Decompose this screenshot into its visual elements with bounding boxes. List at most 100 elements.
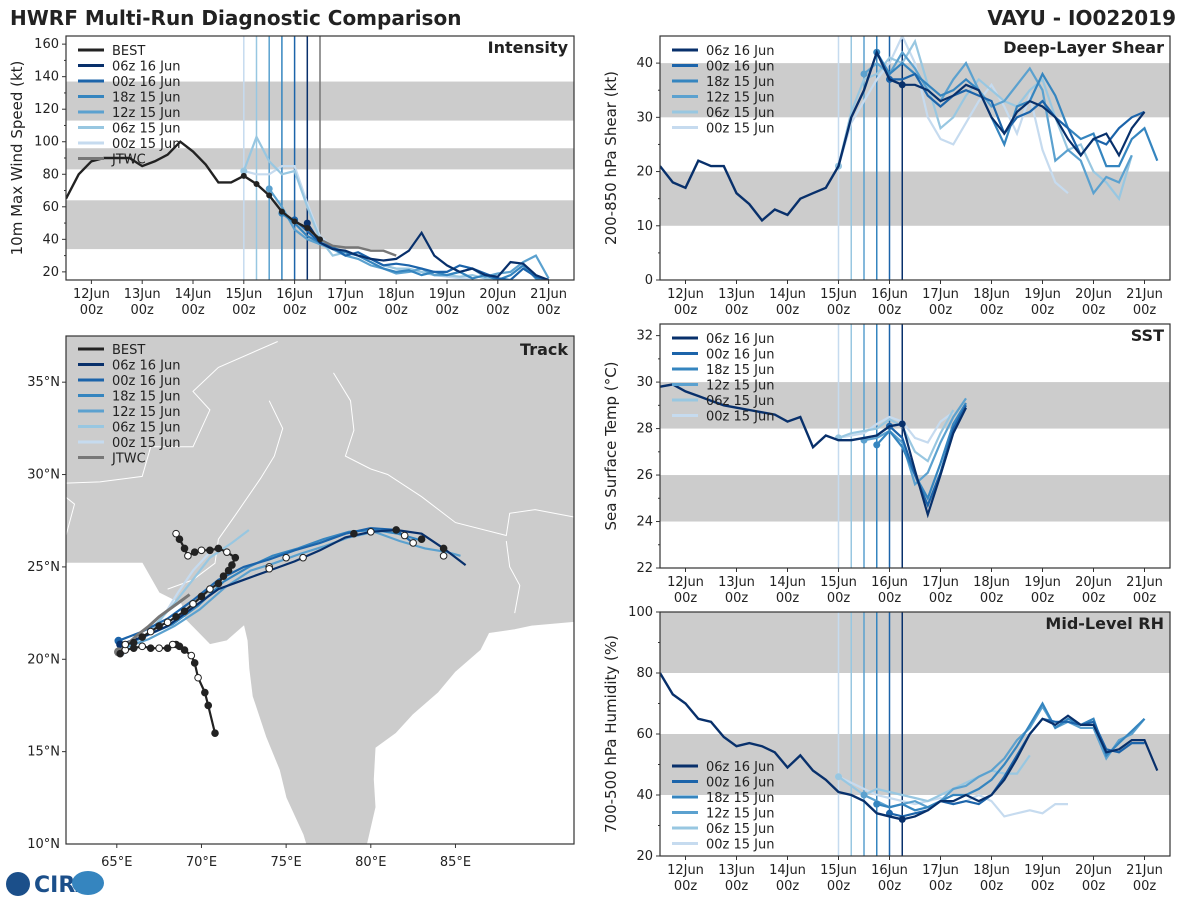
x-tick-hour: 00z bbox=[80, 303, 104, 318]
best-track-line bbox=[660, 672, 903, 821]
legend-label: 00z 16 Jun bbox=[112, 374, 181, 389]
y-tick-label: 28 bbox=[636, 422, 653, 437]
panel-title: Intensity bbox=[488, 38, 569, 57]
x-tick-hour: 00z bbox=[878, 591, 902, 606]
x-tick-hour: 00z bbox=[1031, 591, 1055, 606]
x-tick-hour: 00z bbox=[980, 303, 1004, 318]
x-tick-hour: 00z bbox=[776, 591, 800, 606]
x-tick-date: 16Jun bbox=[276, 287, 313, 302]
x-tick-date: 19Jun bbox=[1024, 863, 1061, 878]
shaded-band bbox=[660, 382, 1170, 429]
best-track-point bbox=[163, 618, 172, 627]
y-tick-label: 40 bbox=[42, 232, 59, 247]
run-track-2 bbox=[121, 528, 424, 648]
panel-title: Track bbox=[520, 340, 568, 359]
x-tick-date: 14Jun bbox=[769, 863, 806, 878]
best-track-point bbox=[172, 612, 180, 621]
x-tick-date: 16Jun bbox=[871, 863, 908, 878]
x-tick-date: 20Jun bbox=[1075, 575, 1112, 590]
x-tick-hour: 00z bbox=[776, 879, 800, 894]
track-marker bbox=[367, 528, 375, 536]
shaded-band bbox=[660, 612, 1170, 673]
best-track-point bbox=[197, 546, 206, 555]
y-tick-label: 35°N bbox=[27, 375, 60, 390]
x-tick-date: 21Jun bbox=[1126, 575, 1163, 590]
track-marker bbox=[439, 544, 448, 553]
best-track-point bbox=[189, 600, 197, 608]
y-tick-label: 30 bbox=[636, 110, 653, 125]
y-tick-label: 10 bbox=[636, 219, 653, 234]
series-line-1 bbox=[888, 404, 967, 509]
jtwc-line bbox=[319, 238, 397, 257]
best-track-point bbox=[172, 529, 180, 538]
x-tick-hour: 00z bbox=[725, 591, 749, 606]
best-track-point bbox=[180, 607, 189, 616]
track-marker bbox=[299, 553, 307, 562]
x-tick-date: 12Jun bbox=[73, 287, 110, 302]
y-tick-label: 100 bbox=[34, 135, 59, 150]
best-track-point bbox=[184, 552, 192, 560]
panel-title: Deep-Layer Shear bbox=[1003, 38, 1164, 57]
best-track-point bbox=[224, 566, 233, 575]
best-track-point bbox=[138, 633, 146, 641]
x-tick-hour: 00z bbox=[283, 303, 307, 318]
axes-frame bbox=[659, 35, 1171, 281]
figure-title: HWRF Multi-Run Diagnostic Comparison bbox=[10, 6, 461, 30]
best-track-point bbox=[204, 701, 213, 710]
series-line-0 bbox=[902, 714, 1159, 821]
legend-label: 06z 15 Jun bbox=[112, 122, 181, 137]
x-tick-date: 20Jun bbox=[479, 287, 516, 302]
legend-label: 12z 15 Jun bbox=[706, 91, 775, 106]
x-tick-hour: 00z bbox=[334, 303, 358, 318]
x-tick-hour: 00z bbox=[181, 303, 205, 318]
legend-label: 06z 15 Jun bbox=[112, 421, 181, 436]
x-tick-hour: 00z bbox=[1133, 879, 1157, 894]
legend-label: 00z 15 Jun bbox=[706, 838, 775, 853]
best-track-point bbox=[228, 561, 236, 569]
best-track-point bbox=[129, 638, 138, 647]
x-tick-label: 80°E bbox=[355, 855, 386, 870]
legend-label: 00z 15 Jun bbox=[706, 122, 775, 137]
series-start-point bbox=[835, 773, 842, 781]
y-tick-label: 22 bbox=[636, 561, 653, 576]
x-tick-hour: 00z bbox=[878, 879, 902, 894]
series-line-2 bbox=[875, 402, 967, 501]
series-start-point bbox=[240, 167, 248, 175]
x-tick-hour: 00z bbox=[486, 303, 510, 318]
shear-panel: 01020304012Jun00z13Jun00z14Jun00z15Jun00… bbox=[602, 35, 1171, 318]
x-tick-date: 13Jun bbox=[718, 287, 755, 302]
x-tick-hour: 00z bbox=[1031, 879, 1055, 894]
y-tick-label: 40 bbox=[636, 788, 653, 803]
x-tick-date: 12Jun bbox=[667, 863, 704, 878]
best-track-point bbox=[206, 585, 214, 593]
x-tick-hour: 00z bbox=[674, 879, 698, 894]
y-tick-label: 160 bbox=[34, 37, 59, 52]
y-tick-label: 100 bbox=[628, 605, 653, 620]
x-tick-date: 17Jun bbox=[922, 287, 959, 302]
y-tick-label: 20 bbox=[636, 165, 653, 180]
best-track-point bbox=[155, 622, 163, 630]
best-point bbox=[278, 208, 285, 215]
panel-title: SST bbox=[1131, 326, 1164, 345]
x-tick-date: 13Jun bbox=[124, 287, 161, 302]
series-line-0 bbox=[306, 222, 549, 280]
legend-label: 12z 15 Jun bbox=[112, 405, 181, 420]
x-tick-date: 13Jun bbox=[718, 575, 755, 590]
best-track-point bbox=[201, 688, 209, 697]
x-tick-date: 15Jun bbox=[820, 863, 857, 878]
series-line-0 bbox=[901, 407, 967, 519]
track-marker bbox=[400, 531, 409, 540]
y-tick-label: 80 bbox=[636, 666, 653, 681]
x-tick-hour: 00z bbox=[674, 591, 698, 606]
x-tick-hour: 00z bbox=[980, 591, 1004, 606]
x-tick-hour: 00z bbox=[980, 879, 1004, 894]
best-track-point bbox=[175, 535, 184, 544]
x-tick-hour: 00z bbox=[537, 303, 561, 318]
y-axis-label: 700-500 hPa Humidity (%) bbox=[602, 635, 620, 833]
x-tick-date: 17Jun bbox=[922, 575, 959, 590]
series-start-point bbox=[265, 185, 273, 193]
x-tick-date: 16Jun bbox=[871, 575, 908, 590]
legend-label: 18z 15 Jun bbox=[112, 390, 181, 405]
y-tick-label: 26 bbox=[636, 468, 653, 483]
border-line bbox=[370, 468, 574, 537]
